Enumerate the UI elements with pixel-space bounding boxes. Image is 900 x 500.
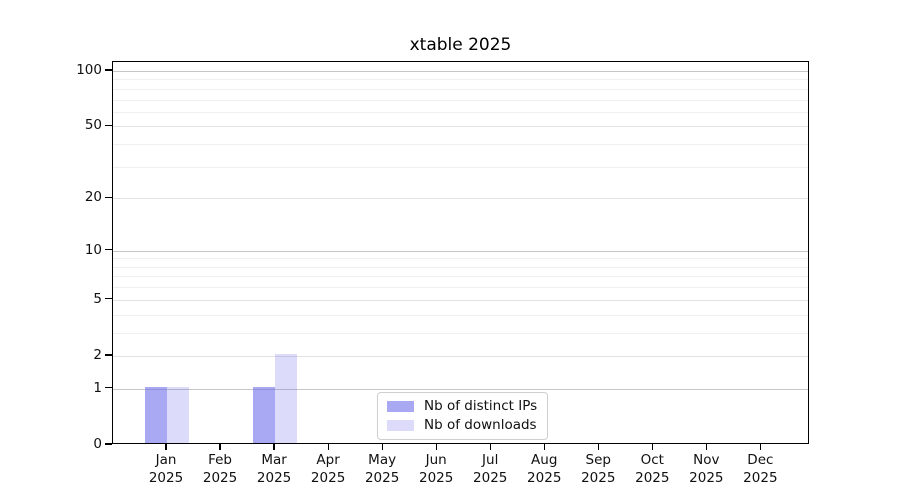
x-tick-year: 2025: [743, 469, 778, 486]
x-tick-month: May: [368, 452, 397, 468]
x-axis-tick-mark: [273, 444, 275, 450]
y-axis-tick-mark: [105, 387, 112, 389]
legend: Nb of distinct IPs Nb of downloads: [377, 392, 549, 440]
x-axis-tick-label: Nov 2025: [674, 452, 738, 487]
gridline: [113, 276, 808, 278]
x-axis-tick-mark: [597, 444, 599, 450]
gridline: [113, 126, 808, 128]
x-axis-tick-label: Dec 2025: [728, 452, 792, 487]
chart-title: xtable 2025: [409, 35, 512, 55]
y-axis-tick-label: 2: [93, 346, 102, 363]
gridline: [113, 388, 808, 390]
gridline: [113, 266, 808, 268]
y-axis-tick-mark: [105, 249, 112, 251]
gridline: [113, 166, 808, 168]
y-axis-tick-mark: [105, 124, 112, 126]
x-axis-tick-mark: [219, 444, 221, 450]
gridline: [113, 111, 808, 113]
x-tick-year: 2025: [364, 469, 400, 486]
x-axis-tick-label: Aug 2025: [512, 452, 576, 487]
x-tick-month: Oct: [640, 452, 664, 468]
plot-area: [112, 61, 809, 444]
x-axis-tick-label: Oct 2025: [620, 452, 684, 487]
x-tick-year: 2025: [148, 469, 184, 486]
y-axis-tick-label: 5: [93, 290, 102, 307]
bar-mar-downloads: [275, 353, 298, 443]
x-axis-tick-mark: [381, 444, 383, 450]
x-axis-tick-label: Mar 2025: [242, 452, 306, 487]
x-axis-tick-mark: [327, 444, 329, 450]
x-tick-month: Jul: [482, 452, 499, 468]
gridline: [113, 287, 808, 289]
gridline: [113, 258, 808, 260]
gridline: [113, 99, 808, 101]
bar-jan-distinct-ips: [145, 386, 168, 443]
y-axis-tick-label: 50: [84, 117, 102, 134]
gridline: [113, 88, 808, 90]
x-axis-tick-label: Jul 2025: [458, 452, 522, 487]
y-axis-tick-mark: [105, 196, 112, 198]
legend-item-downloads: Nb of downloads: [387, 417, 537, 433]
bar-jan-downloads: [167, 386, 190, 443]
x-axis-tick-label: May 2025: [350, 452, 414, 487]
x-axis-tick-mark: [165, 444, 167, 450]
legend-label: Nb of distinct IPs: [424, 398, 538, 414]
x-tick-year: 2025: [473, 469, 508, 486]
x-axis-tick-label: Sep 2025: [566, 452, 630, 487]
x-tick-month: Jan: [155, 452, 177, 468]
gridline: [113, 355, 808, 357]
y-axis-tick-label: 100: [76, 61, 102, 78]
x-tick-year: 2025: [256, 469, 292, 486]
x-tick-month: Sep: [585, 452, 611, 468]
gridline: [113, 79, 808, 81]
x-tick-month: Dec: [747, 452, 774, 468]
x-axis-tick-mark: [705, 444, 707, 450]
x-axis-tick-label: Feb 2025: [188, 452, 252, 487]
x-tick-year: 2025: [689, 469, 724, 486]
gridline: [113, 332, 808, 334]
gridline: [113, 144, 808, 146]
x-axis-tick-label: Jan 2025: [134, 452, 198, 487]
y-axis-tick-mark: [105, 69, 112, 71]
x-tick-year: 2025: [202, 469, 238, 486]
x-tick-month: Mar: [261, 452, 287, 468]
x-tick-year: 2025: [527, 469, 562, 486]
x-axis-tick-mark: [651, 444, 653, 450]
y-axis-tick-mark: [105, 354, 112, 356]
x-tick-month: Apr: [316, 452, 340, 468]
x-axis-tick-mark: [435, 444, 437, 450]
gridline: [113, 299, 808, 301]
x-tick-month: Nov: [693, 452, 720, 468]
x-axis-tick-label: Jun 2025: [404, 452, 468, 487]
x-tick-year: 2025: [635, 469, 670, 486]
x-axis-tick-mark: [489, 444, 491, 450]
x-axis-tick-label: Apr 2025: [296, 452, 360, 487]
x-axis-tick-mark: [759, 444, 761, 450]
gridline: [113, 250, 808, 252]
gridline: [113, 70, 808, 72]
bar-mar-distinct-ips: [253, 386, 276, 443]
legend-swatch-distinct-ips: [387, 400, 414, 412]
x-tick-month: Aug: [531, 452, 558, 468]
x-tick-month: Jun: [425, 452, 447, 468]
y-axis-tick-label: 1: [93, 379, 102, 396]
legend-swatch-downloads: [387, 419, 414, 431]
legend-item-distinct-ips: Nb of distinct IPs: [387, 398, 537, 414]
y-axis-tick-label: 20: [84, 189, 102, 206]
legend-label: Nb of downloads: [424, 417, 537, 433]
y-axis-tick-label: 10: [84, 241, 102, 258]
x-tick-month: Feb: [208, 452, 232, 468]
y-axis-tick-label: 0: [93, 436, 102, 452]
gridline: [113, 314, 808, 316]
y-axis-tick-mark: [105, 298, 112, 300]
gridline: [113, 198, 808, 200]
x-tick-year: 2025: [418, 469, 454, 486]
x-tick-year: 2025: [310, 469, 346, 486]
x-tick-year: 2025: [581, 469, 616, 486]
y-axis-tick-mark: [105, 443, 112, 445]
x-axis-tick-mark: [543, 444, 545, 450]
